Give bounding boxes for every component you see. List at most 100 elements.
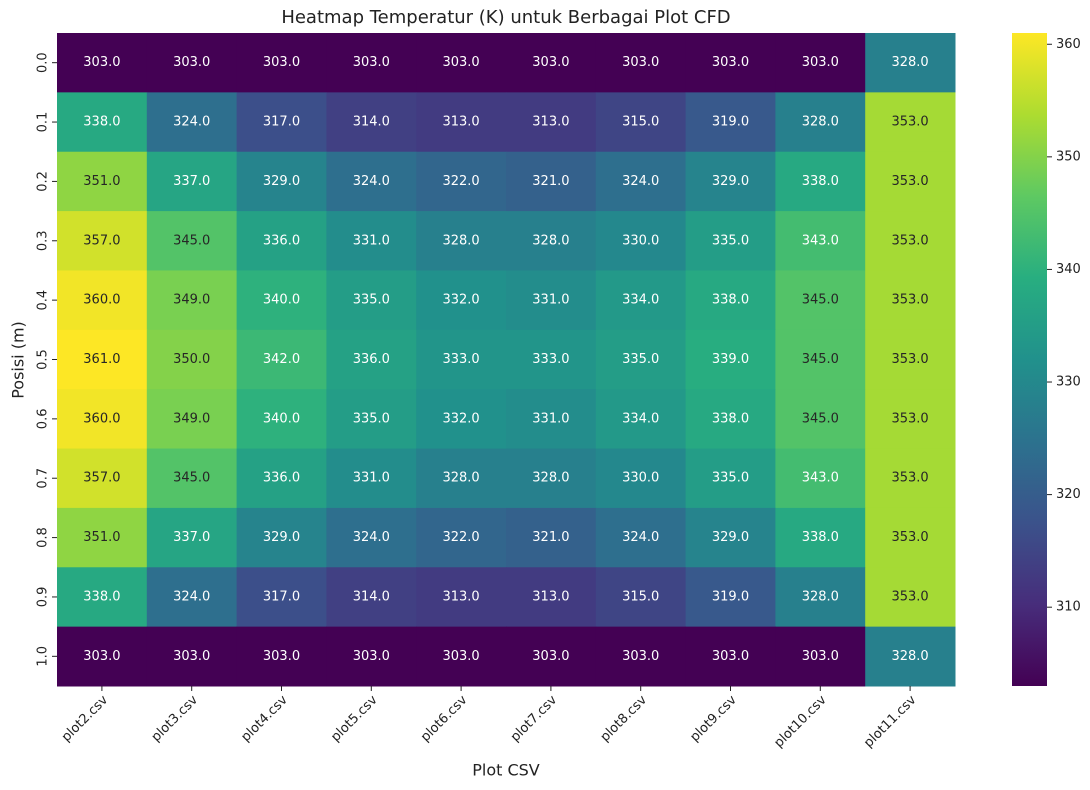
cell-label: 303.0 <box>532 55 569 70</box>
heatmap-cell <box>506 211 597 271</box>
x-tick-label: plot7.csv <box>508 692 560 744</box>
cell-label: 314.0 <box>353 589 390 604</box>
x-tick-label: plot10.csv <box>771 692 829 750</box>
heatmap-cell <box>506 92 597 153</box>
cell-label: 353.0 <box>891 411 928 426</box>
cell-label: 322.0 <box>442 174 479 189</box>
cell-label: 353.0 <box>891 233 928 248</box>
cell-label: 335.0 <box>712 471 749 486</box>
cell-label: 303.0 <box>83 55 120 70</box>
cell-label: 328.0 <box>802 115 839 130</box>
x-tick-label: plot9.csv <box>688 692 740 744</box>
cell-label: 328.0 <box>891 649 928 664</box>
y-axis-label: Posisi (m) <box>9 321 28 399</box>
cell-label: 328.0 <box>442 233 479 248</box>
cell-label: 329.0 <box>712 530 749 545</box>
heatmap-cell <box>326 507 417 568</box>
heatmap-cell <box>506 567 597 628</box>
heatmap-cell <box>865 92 956 153</box>
heatmap-cell <box>236 626 327 687</box>
cell-label: 350.0 <box>173 352 210 367</box>
cell-label: 303.0 <box>442 649 479 664</box>
heatmap-cell <box>775 567 866 628</box>
heatmap-cell <box>326 92 417 153</box>
x-tick-label: plot11.csv <box>861 692 919 750</box>
cell-label: 353.0 <box>891 471 928 486</box>
cell-label: 349.0 <box>173 411 210 426</box>
cell-label: 317.0 <box>263 589 300 604</box>
heatmap-cell <box>595 329 687 390</box>
cell-label: 303.0 <box>532 649 569 664</box>
cell-label: 303.0 <box>622 649 659 664</box>
heatmap-cell <box>506 626 597 687</box>
cell-label: 313.0 <box>442 589 479 604</box>
heatmap-cell <box>865 448 956 509</box>
heatmap-cell <box>57 389 148 450</box>
cell-label: 324.0 <box>173 589 210 604</box>
cell-label: 343.0 <box>802 233 839 248</box>
cell-label: 317.0 <box>263 115 300 130</box>
heatmap-cell <box>416 626 507 687</box>
heatmap-cell <box>326 626 417 687</box>
heatmap-cell <box>685 507 776 568</box>
cell-label: 303.0 <box>263 649 300 664</box>
heatmap-cell <box>236 329 327 390</box>
colorbar-tick-label: 340 <box>1056 262 1081 277</box>
heatmap-cell <box>416 151 507 212</box>
cell-label: 303.0 <box>802 649 839 664</box>
cell-label: 338.0 <box>802 530 839 545</box>
y-tick-label: 0.4 <box>36 290 51 311</box>
heatmap-cell <box>775 626 866 687</box>
cell-label: 315.0 <box>622 589 659 604</box>
x-tick-label: plot3.csv <box>149 692 201 744</box>
cell-label: 328.0 <box>442 471 479 486</box>
cell-label: 303.0 <box>353 55 390 70</box>
colorbar-tick-label: 310 <box>1056 600 1081 615</box>
cell-label: 303.0 <box>442 55 479 70</box>
cell-label: 324.0 <box>353 530 390 545</box>
cell-label: 345.0 <box>802 352 839 367</box>
cell-label: 330.0 <box>622 471 659 486</box>
heatmap-cell <box>595 567 687 628</box>
cell-label: 360.0 <box>83 411 120 426</box>
y-tick-label: 0.0 <box>36 52 51 73</box>
cell-label: 331.0 <box>353 471 390 486</box>
heatmap-cell <box>146 329 238 390</box>
heatmap-cell <box>57 567 148 628</box>
heatmap-cell <box>416 448 507 509</box>
heatmap-cell <box>326 329 417 390</box>
cell-label: 339.0 <box>712 352 749 367</box>
cell-label: 337.0 <box>173 530 210 545</box>
cell-label: 333.0 <box>442 352 479 367</box>
heatmap-cell <box>416 507 507 568</box>
x-tick-label: plot2.csv <box>59 692 111 744</box>
heatmap-cell <box>236 270 327 331</box>
heatmap-cell <box>506 507 597 568</box>
cell-label: 338.0 <box>83 115 120 130</box>
y-tick-label: 0.6 <box>36 409 51 430</box>
y-tick-label: 0.3 <box>36 230 51 251</box>
heatmap-cell <box>416 389 507 450</box>
cell-label: 338.0 <box>83 589 120 604</box>
cell-label: 331.0 <box>532 411 569 426</box>
heatmap-cell <box>146 151 238 212</box>
heatmap-cell <box>595 211 687 271</box>
heatmap-cell <box>865 626 956 687</box>
cell-label: 335.0 <box>353 293 390 308</box>
heatmap-cell <box>595 389 687 450</box>
heatmap-cell <box>146 448 238 509</box>
cell-label: 303.0 <box>83 649 120 664</box>
heatmap-cell <box>236 33 327 93</box>
heatmap-cell <box>865 389 956 450</box>
heatmap-cell <box>146 92 238 153</box>
heatmap-cell <box>595 151 687 212</box>
heatmap-cell <box>416 92 507 153</box>
heatmap-cell <box>236 507 327 568</box>
heatmap-cell <box>685 329 776 390</box>
heatmap-cell <box>57 270 148 331</box>
cell-label: 313.0 <box>442 115 479 130</box>
cell-label: 345.0 <box>802 293 839 308</box>
heatmap-cell <box>506 448 597 509</box>
heatmap-cell <box>775 448 866 509</box>
heatmap-cell <box>506 270 597 331</box>
